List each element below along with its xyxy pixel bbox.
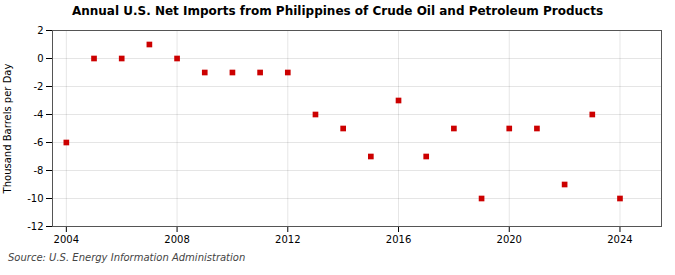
- svg-text:2008: 2008: [164, 234, 189, 245]
- svg-text:2004: 2004: [54, 234, 79, 245]
- svg-text:Thousand Barrels per Day: Thousand Barrels per Day: [2, 64, 13, 195]
- svg-text:2024: 2024: [607, 234, 632, 245]
- svg-text:2020: 2020: [497, 234, 522, 245]
- svg-text:-10: -10: [27, 193, 43, 204]
- svg-text:0: 0: [37, 53, 43, 64]
- svg-text:2016: 2016: [386, 234, 411, 245]
- svg-text:-2: -2: [34, 81, 44, 92]
- svg-text:-8: -8: [34, 165, 44, 176]
- svg-text:-4: -4: [34, 109, 44, 120]
- svg-text:-6: -6: [34, 137, 44, 148]
- svg-text:2: 2: [37, 25, 43, 36]
- html-text:Annual U.S. Net Imports from P: Annual U.S. Net Imports from Philippines…: [71, 4, 604, 18]
- svg-text:-12: -12: [27, 221, 43, 232]
- html-text:Source: U.S. Energy Informatio: Source: U.S. Energy Information Administ…: [8, 252, 246, 263]
- svg-text:2012: 2012: [275, 234, 300, 245]
